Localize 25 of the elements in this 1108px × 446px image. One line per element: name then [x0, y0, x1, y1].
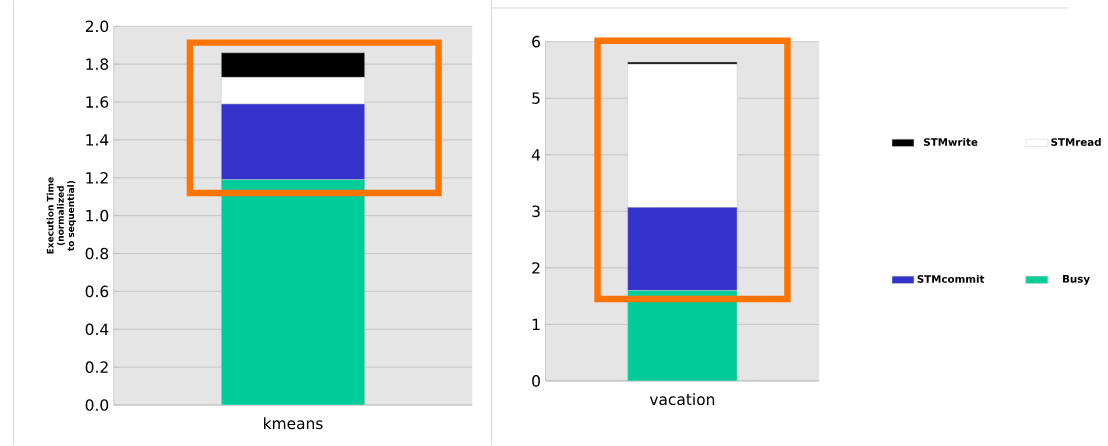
y-tick-label: 1: [532, 318, 540, 331]
y-tick-label: 0.4: [85, 323, 109, 336]
x-tick-label: kmeans: [264, 417, 323, 430]
y-tick-label: 0.8: [85, 247, 109, 260]
y-tick-label: 3: [532, 205, 540, 218]
y-axis-title: Execution Time (normalized to sequential): [46, 177, 76, 254]
y-tick-label: 4: [531, 149, 541, 161]
legend-label: STMread: [1051, 138, 1101, 147]
y-tick-label: 1.8: [86, 58, 109, 71]
y-tick-label: 1.0: [86, 209, 109, 222]
y-tick-label: 1.6: [86, 96, 109, 108]
x-tick-label: vacation: [649, 393, 715, 406]
y-tick-label: 1.2: [86, 172, 108, 184]
y-tick-label: 6: [532, 35, 541, 48]
legend-label: STMcommit: [917, 275, 985, 283]
legend-label: STMwrite: [924, 138, 978, 147]
legend-label: Busy: [1063, 275, 1090, 285]
y-tick-label: 1.4: [86, 134, 109, 146]
y-tick-label: 0: [532, 375, 540, 387]
y-tick-label: 0.6: [85, 285, 109, 298]
y-tick-label: 0.0: [85, 399, 109, 411]
y-tick-label: 5: [532, 92, 540, 105]
y-tick-label: 2: [532, 262, 540, 274]
y-tick-label: 2.0: [85, 20, 109, 33]
y-tick-label: 0.2: [85, 361, 108, 374]
